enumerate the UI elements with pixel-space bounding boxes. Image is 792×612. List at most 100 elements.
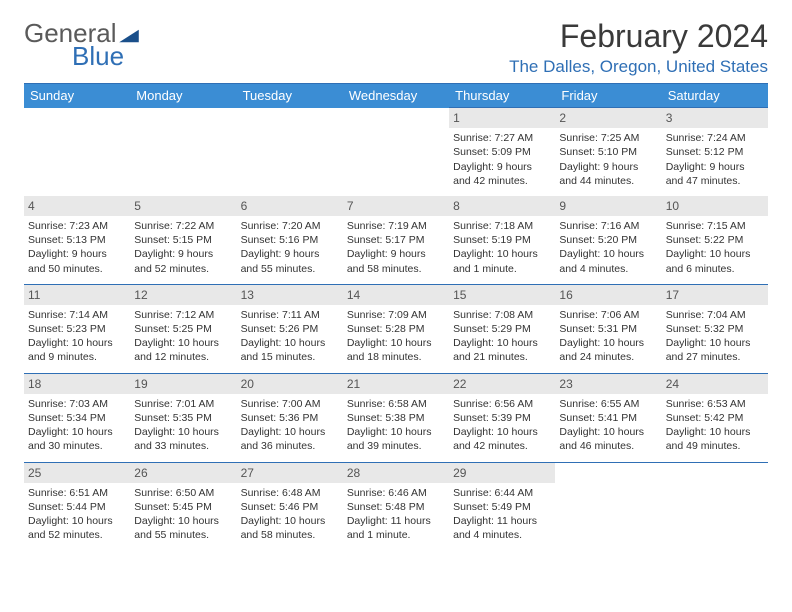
day-sunrise: Sunrise: 7:08 AM: [453, 308, 551, 322]
calendar-day: [662, 462, 768, 550]
day-sunset: Sunset: 5:10 PM: [559, 145, 657, 159]
calendar-day: 6Sunrise: 7:20 AMSunset: 5:16 PMDaylight…: [237, 196, 343, 284]
day-daylight1: Daylight: 10 hours: [559, 247, 657, 261]
day-number: 28: [343, 463, 449, 483]
weekday-header: Sunday: [24, 84, 130, 108]
day-sunrise: Sunrise: 6:58 AM: [347, 397, 445, 411]
day-sunrise: Sunrise: 7:03 AM: [28, 397, 126, 411]
day-daylight1: Daylight: 10 hours: [453, 247, 551, 261]
day-sunset: Sunset: 5:49 PM: [453, 500, 551, 514]
day-number: 26: [130, 463, 236, 483]
day-daylight1: Daylight: 9 hours: [559, 160, 657, 174]
day-sunrise: Sunrise: 7:06 AM: [559, 308, 657, 322]
day-sunset: Sunset: 5:31 PM: [559, 322, 657, 336]
day-daylight1: Daylight: 10 hours: [347, 336, 445, 350]
calendar-body: 1Sunrise: 7:27 AMSunset: 5:09 PMDaylight…: [24, 108, 768, 551]
day-sunrise: Sunrise: 6:46 AM: [347, 486, 445, 500]
day-number: 2: [555, 108, 661, 128]
calendar-day: 26Sunrise: 6:50 AMSunset: 5:45 PMDayligh…: [130, 462, 236, 550]
day-daylight1: Daylight: 9 hours: [453, 160, 551, 174]
weekday-header: Tuesday: [237, 84, 343, 108]
day-daylight2: and 44 minutes.: [559, 174, 657, 188]
day-daylight2: and 24 minutes.: [559, 350, 657, 364]
day-sunset: Sunset: 5:20 PM: [559, 233, 657, 247]
day-daylight2: and 58 minutes.: [347, 262, 445, 276]
calendar-week: 11 Sunrise: 7:14 AMSunset: 5:23 PM Dayligh…: [24, 284, 768, 373]
day-number: 5: [130, 196, 236, 216]
calendar-day: 2 Sunrise: 7:25 AMSunset: 5:10 PMDaylight…: [555, 108, 661, 196]
day-sunrise: Sunrise: 7:14 AM: [28, 308, 126, 322]
day-daylight2: and 4 minutes.: [453, 528, 551, 542]
weekday-header: Saturday: [662, 84, 768, 108]
day-sunset: Sunset: 5:36 PM: [241, 411, 339, 425]
day-daylight2: and 33 minutes.: [134, 439, 232, 453]
day-number: 21: [343, 374, 449, 394]
calendar-day: 20Sunrise: 7:00 AMSunset: 5:36 PMDayligh…: [237, 373, 343, 462]
day-number: 22: [449, 374, 555, 394]
day-daylight1: Daylight: 9 hours: [241, 247, 339, 261]
day-sunset: Sunset: 5:35 PM: [134, 411, 232, 425]
calendar-day: 27Sunrise: 6:48 AMSunset: 5:46 PMDayligh…: [237, 462, 343, 550]
day-sunset: Sunset: 5:23 PM: [28, 322, 126, 336]
calendar-day: 21Sunrise: 6:58 AMSunset: 5:38 PMDayligh…: [343, 373, 449, 462]
day-daylight1: Daylight: 10 hours: [559, 336, 657, 350]
day-daylight2: and 58 minutes.: [241, 528, 339, 542]
calendar-day: 14Sunrise: 7:09 AMSunset: 5:28 PMDayligh…: [343, 284, 449, 373]
day-number: 24: [662, 374, 768, 394]
day-sunset: Sunset: 5:15 PM: [134, 233, 232, 247]
calendar-week: 25Sunrise: 6:51 AMSunset: 5:44 PMDayligh…: [24, 462, 768, 550]
day-number: 6: [237, 196, 343, 216]
day-sunrise: Sunrise: 7:00 AM: [241, 397, 339, 411]
day-sunset: Sunset: 5:41 PM: [559, 411, 657, 425]
day-daylight1: Daylight: 10 hours: [453, 425, 551, 439]
day-sunrise: Sunrise: 6:56 AM: [453, 397, 551, 411]
day-sunset: Sunset: 5:46 PM: [241, 500, 339, 514]
day-sunrise: Sunrise: 7:12 AM: [134, 308, 232, 322]
calendar-week: 4Sunrise: 7:23 AMSunset: 5:13 PMDaylight…: [24, 196, 768, 284]
logo-overlay: General Blue: [24, 18, 140, 72]
day-sunrise: Sunrise: 7:15 AM: [666, 219, 764, 233]
calendar-day: [555, 462, 661, 550]
day-number: 18: [24, 374, 130, 394]
weekday-header: Wednesday: [343, 84, 449, 108]
day-number: 3: [662, 108, 768, 128]
day-sunset: Sunset: 5:38 PM: [347, 411, 445, 425]
day-sunset: Sunset: 5:26 PM: [241, 322, 339, 336]
weekday-header: Monday: [130, 84, 236, 108]
day-sunrise: Sunrise: 6:51 AM: [28, 486, 126, 500]
calendar-day: 5Sunrise: 7:22 AMSunset: 5:15 PMDaylight…: [130, 196, 236, 284]
calendar-table: SundayMondayTuesdayWednesdayThursdayFrid…: [24, 83, 768, 550]
day-daylight1: Daylight: 10 hours: [134, 425, 232, 439]
day-daylight2: and 55 minutes.: [134, 528, 232, 542]
day-sunrise: Sunrise: 6:50 AM: [134, 486, 232, 500]
day-number: 14: [343, 285, 449, 305]
day-daylight2: and 1 minute.: [453, 262, 551, 276]
calendar-day: 17Sunrise: 7:04 AMSunset: 5:32 PMDayligh…: [662, 284, 768, 373]
calendar-day: 18Sunrise: 7:03 AMSunset: 5:34 PMDayligh…: [24, 373, 130, 462]
calendar-day: [24, 108, 130, 196]
day-daylight2: and 1 minute.: [347, 528, 445, 542]
calendar-day: 23Sunrise: 6:55 AMSunset: 5:41 PMDayligh…: [555, 373, 661, 462]
calendar-day: 15Sunrise: 7:08 AMSunset: 5:29 PMDayligh…: [449, 284, 555, 373]
day-sunset: Sunset: 5:16 PM: [241, 233, 339, 247]
day-sunset: Sunset: 5:28 PM: [347, 322, 445, 336]
day-number: 13: [237, 285, 343, 305]
calendar-day: 13Sunrise: 7:11 AMSunset: 5:26 PMDayligh…: [237, 284, 343, 373]
day-daylight1: Daylight: 11 hours: [453, 514, 551, 528]
day-sunrise: Sunrise: 6:44 AM: [453, 486, 551, 500]
day-sunset: Sunset: 5:13 PM: [28, 233, 126, 247]
day-daylight2: and 47 minutes.: [666, 174, 764, 188]
calendar-day: 16Sunrise: 7:06 AMSunset: 5:31 PMDayligh…: [555, 284, 661, 373]
day-number: 7: [343, 196, 449, 216]
day-daylight2: and 36 minutes.: [241, 439, 339, 453]
day-daylight1: Daylight: 10 hours: [28, 425, 126, 439]
day-sunrise: Sunrise: 7:23 AM: [28, 219, 126, 233]
day-daylight1: Daylight: 9 hours: [666, 160, 764, 174]
day-sunset: Sunset: 5:32 PM: [666, 322, 764, 336]
day-sunrise: Sunrise: 7:25 AM: [559, 131, 657, 145]
day-sunrise: Sunrise: 7:27 AM: [453, 131, 551, 145]
day-sunset: Sunset: 5:29 PM: [453, 322, 551, 336]
day-sunrise: Sunrise: 7:11 AM: [241, 308, 339, 322]
calendar-day: 28Sunrise: 6:46 AMSunset: 5:48 PMDayligh…: [343, 462, 449, 550]
day-number: 11: [24, 285, 130, 305]
